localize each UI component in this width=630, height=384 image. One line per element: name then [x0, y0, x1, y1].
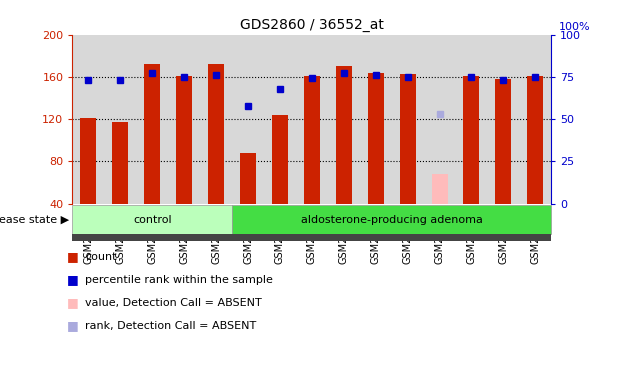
Text: 100%: 100% [559, 22, 590, 32]
Text: disease state ▶: disease state ▶ [0, 215, 69, 225]
Bar [176, 76, 192, 204]
Bar [240, 153, 256, 204]
Bar [432, 174, 447, 204]
Bar [336, 66, 352, 204]
Text: count: count [85, 252, 117, 262]
Text: ■: ■ [67, 319, 78, 332]
Bar [464, 76, 479, 204]
Bar [399, 74, 416, 204]
Bar [112, 122, 129, 204]
Bar [81, 118, 96, 204]
Text: ■: ■ [67, 273, 78, 286]
Bar [527, 76, 543, 204]
Text: rank, Detection Call = ABSENT: rank, Detection Call = ABSENT [85, 321, 256, 331]
Bar [272, 115, 288, 204]
Title: GDS2860 / 36552_at: GDS2860 / 36552_at [240, 18, 384, 32]
Bar [304, 76, 320, 204]
Bar [144, 64, 160, 204]
Text: aldosterone-producing adenoma: aldosterone-producing adenoma [301, 215, 483, 225]
Text: percentile rank within the sample: percentile rank within the sample [85, 275, 273, 285]
Bar [368, 73, 384, 204]
Bar [208, 64, 224, 204]
Text: ■: ■ [67, 296, 78, 309]
Text: ■: ■ [67, 250, 78, 263]
Text: control: control [133, 215, 171, 225]
Text: value, Detection Call = ABSENT: value, Detection Call = ABSENT [85, 298, 262, 308]
Bar [495, 79, 512, 204]
